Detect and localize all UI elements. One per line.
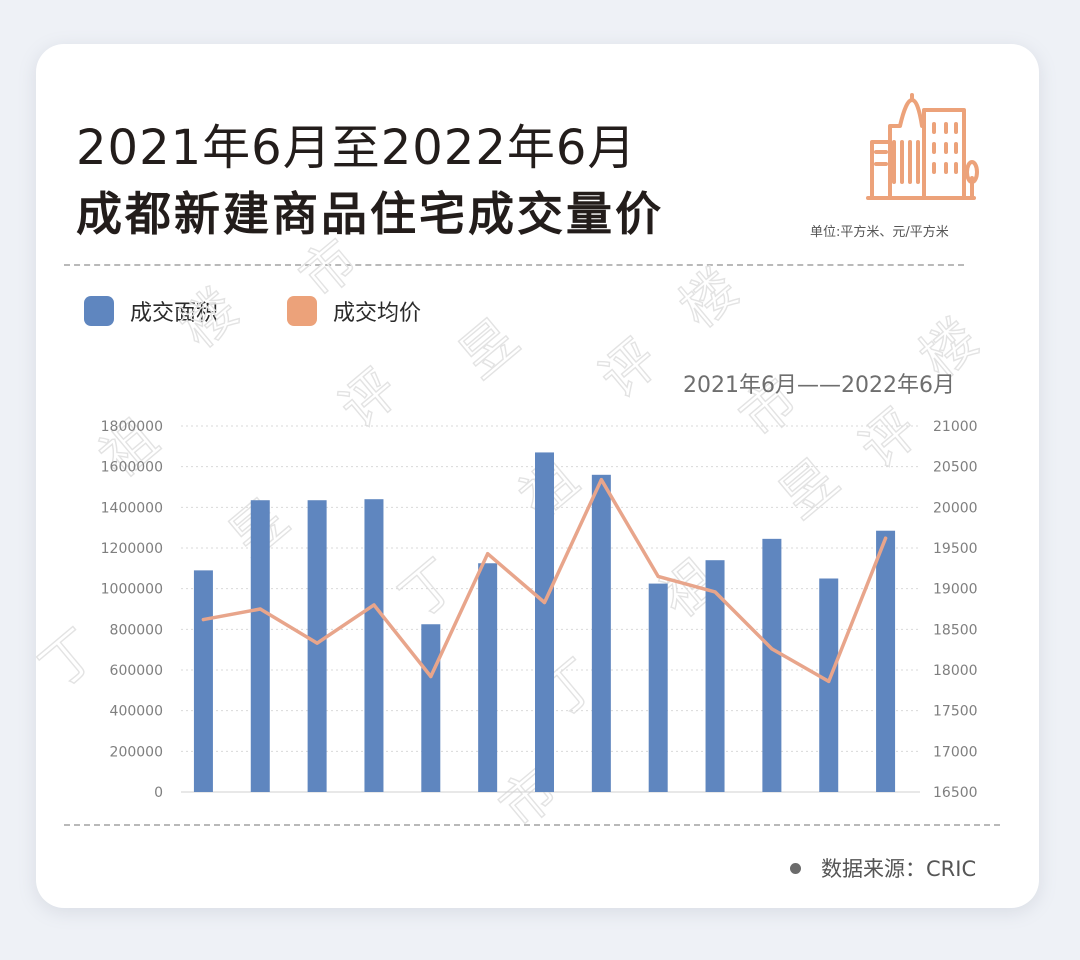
y-right-tick-label: 17000 bbox=[933, 744, 978, 760]
watermark-glyph: 评 bbox=[328, 357, 410, 440]
bar bbox=[421, 624, 441, 792]
price-point bbox=[656, 574, 660, 579]
price-point bbox=[883, 536, 888, 540]
bullet-dot bbox=[790, 862, 801, 874]
legend-item-price: 成交均价 bbox=[287, 294, 421, 328]
watermark-glyph: 评 bbox=[848, 397, 930, 480]
bar bbox=[478, 563, 498, 792]
watermark-glyph: 评 bbox=[588, 327, 670, 410]
bar bbox=[364, 499, 384, 792]
y-right-tick-label: 21000 bbox=[933, 419, 978, 435]
y-left-tick-label: 1400000 bbox=[101, 500, 163, 516]
watermark-glyph: 昱 bbox=[448, 307, 530, 390]
price-point bbox=[713, 590, 717, 594]
chart-title-line1: 2021年6月至2022年6月 bbox=[76, 120, 637, 176]
bar bbox=[535, 452, 554, 792]
y-left-tick-label: 1800000 bbox=[101, 419, 163, 435]
y-left-tick-label: 400000 bbox=[110, 704, 163, 720]
y-right-tick-label: 17500 bbox=[933, 704, 978, 720]
bar bbox=[705, 560, 725, 792]
price-point bbox=[315, 641, 319, 645]
y-left-tick-label: 1600000 bbox=[101, 460, 163, 476]
y-left-tick-label: 0 bbox=[154, 785, 163, 801]
y-left-tick-label: 800000 bbox=[110, 622, 163, 638]
y-left-tick-label: 200000 bbox=[110, 744, 163, 760]
top-divider bbox=[64, 264, 964, 266]
bar bbox=[819, 578, 839, 792]
price-point bbox=[429, 674, 433, 679]
y-right-tick-label: 16500 bbox=[933, 785, 978, 801]
bottom-divider bbox=[64, 824, 1000, 826]
watermark-glyph: 昱 bbox=[768, 447, 850, 530]
bar bbox=[193, 570, 213, 792]
legend-label-area: 成交面积 bbox=[130, 301, 219, 326]
y-left-tick-label: 600000 bbox=[110, 663, 163, 679]
watermark-glyph: 楼 bbox=[668, 257, 750, 340]
bar bbox=[307, 500, 327, 792]
price-point bbox=[599, 478, 603, 482]
bar bbox=[591, 474, 611, 792]
bar bbox=[762, 538, 782, 792]
price-point bbox=[770, 647, 774, 651]
chart-title-line2: 成都新建商品住宅成交量价 bbox=[76, 187, 664, 241]
price-point bbox=[486, 552, 490, 556]
watermark-glyph: 市 bbox=[288, 227, 370, 310]
data-source-text: 数据来源：CRIC bbox=[821, 857, 977, 881]
y-right-tick-label: 19500 bbox=[933, 541, 978, 557]
price-point bbox=[542, 600, 547, 605]
legend-item-area: 成交面积 bbox=[84, 294, 218, 328]
price-point bbox=[827, 679, 831, 683]
y-right-tick-label: 18000 bbox=[933, 663, 978, 679]
buildings-icon bbox=[866, 93, 979, 200]
bar bbox=[648, 583, 668, 792]
bar bbox=[876, 530, 896, 792]
legend-swatch-price bbox=[287, 296, 317, 326]
watermark-glyph: 市 bbox=[488, 757, 570, 840]
data-source: 数据来源：CRIC bbox=[790, 853, 976, 883]
price-point bbox=[201, 617, 206, 622]
watermark-glyph: 楼 bbox=[168, 277, 250, 360]
legend-swatch-area bbox=[84, 296, 114, 326]
unit-note: 单位:平方米、元/平方米 bbox=[810, 225, 949, 240]
bar bbox=[250, 500, 270, 792]
y-right-tick-label: 20500 bbox=[933, 460, 978, 476]
y-right-tick-label: 20000 bbox=[933, 500, 978, 516]
legend-label-price: 成交均价 bbox=[333, 301, 422, 326]
y-left-tick-label: 1200000 bbox=[101, 541, 163, 557]
y-right-tick-label: 19000 bbox=[933, 582, 978, 598]
y-left-tick-label: 1000000 bbox=[101, 582, 163, 598]
date-range-label: 2021年6月——2022年6月 bbox=[683, 373, 955, 398]
watermark-glyph: 丁 bbox=[28, 617, 110, 700]
price-point bbox=[258, 607, 262, 611]
y-right-tick-label: 18500 bbox=[933, 622, 978, 638]
price-point bbox=[372, 603, 376, 607]
